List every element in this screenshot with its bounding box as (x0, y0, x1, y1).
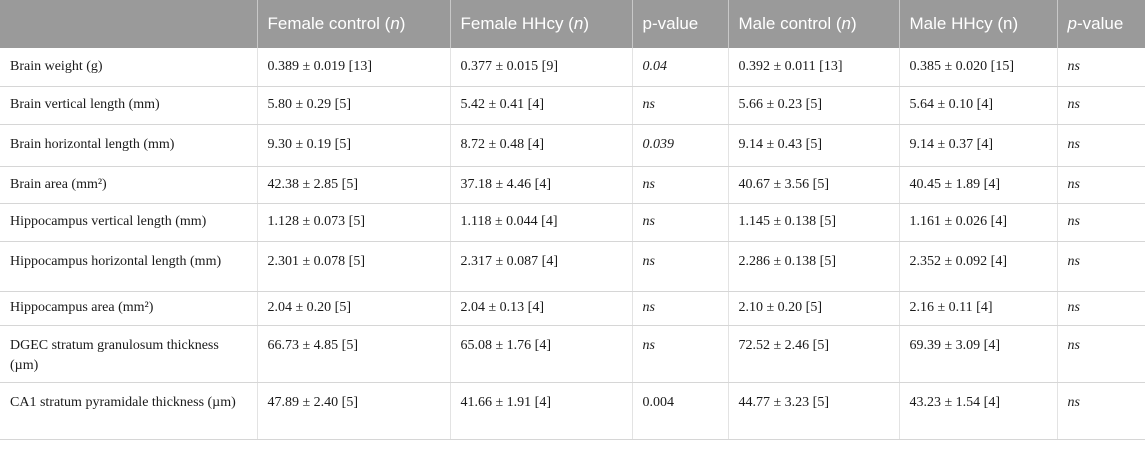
male-p-value: ns (1057, 291, 1145, 326)
row-label: Hippocampus vertical length (mm) (0, 203, 258, 242)
male-control-value: 40.67 ± 3.56 [5] (728, 166, 900, 204)
male-hhcy-value: 2.352 ± 0.092 [4] (899, 241, 1058, 292)
male-hhcy-value: 0.385 ± 0.020 [15] (899, 48, 1058, 87)
female-hhcy-value: 41.66 ± 1.91 [4] (450, 382, 633, 440)
data-table: Female control (n) Female HHcy (n) p-val… (0, 0, 1145, 440)
female-p-value: ns (632, 325, 729, 383)
table-body: Brain weight (g) 0.389 ± 0.019 [13] 0.37… (0, 48, 1145, 440)
female-control-value: 9.30 ± 0.19 [5] (257, 124, 451, 167)
male-p-value: ns (1057, 124, 1145, 167)
male-p-value: ns (1057, 166, 1145, 204)
row-label: Brain weight (g) (0, 48, 258, 87)
row-label: DGEC stratum granulosum thickness (µm) (0, 325, 258, 383)
female-hhcy-value: 1.118 ± 0.044 [4] (450, 203, 633, 242)
header-blank (0, 0, 258, 48)
header-row: Female control (n) Female HHcy (n) p-val… (0, 0, 1145, 48)
female-p-value: 0.039 (632, 124, 729, 167)
female-p-value: 0.04 (632, 48, 729, 87)
row-label: Hippocampus horizontal length (mm) (0, 241, 258, 292)
table-row: Hippocampus vertical length (mm) 1.128 ±… (0, 203, 1145, 242)
male-p-value: ns (1057, 203, 1145, 242)
female-p-value: ns (632, 241, 729, 292)
male-p-value: ns (1057, 86, 1145, 125)
header-male-hhcy: Male HHcy (n) (899, 0, 1058, 48)
male-control-value: 5.66 ± 0.23 [5] (728, 86, 900, 125)
male-control-value: 1.145 ± 0.138 [5] (728, 203, 900, 242)
header-female-hhcy: Female HHcy (n) (450, 0, 633, 48)
male-hhcy-value: 1.161 ± 0.026 [4] (899, 203, 1058, 242)
female-p-value: ns (632, 291, 729, 326)
female-hhcy-value: 5.42 ± 0.41 [4] (450, 86, 633, 125)
male-hhcy-value: 40.45 ± 1.89 [4] (899, 166, 1058, 204)
header-male-p-value: p-value (1057, 0, 1145, 48)
male-control-value: 2.286 ± 0.138 [5] (728, 241, 900, 292)
male-hhcy-value: 5.64 ± 0.10 [4] (899, 86, 1058, 125)
female-control-value: 1.128 ± 0.073 [5] (257, 203, 451, 242)
male-control-value: 72.52 ± 2.46 [5] (728, 325, 900, 383)
row-label: Brain area (mm²) (0, 166, 258, 204)
row-label: Brain horizontal length (mm) (0, 124, 258, 167)
header-female-control: Female control (n) (257, 0, 451, 48)
row-label: CA1 stratum pyramidale thickness (µm) (0, 382, 258, 440)
table-row: Hippocampus area (mm²) 2.04 ± 0.20 [5] 2… (0, 291, 1145, 326)
female-hhcy-value: 65.08 ± 1.76 [4] (450, 325, 633, 383)
table-row: DGEC stratum granulosum thickness (µm) 6… (0, 325, 1145, 383)
table-row: Brain horizontal length (mm) 9.30 ± 0.19… (0, 124, 1145, 167)
female-hhcy-value: 0.377 ± 0.015 [9] (450, 48, 633, 87)
female-control-value: 2.301 ± 0.078 [5] (257, 241, 451, 292)
female-p-value: 0.004 (632, 382, 729, 440)
male-hhcy-value: 69.39 ± 3.09 [4] (899, 325, 1058, 383)
female-p-value: ns (632, 86, 729, 125)
male-hhcy-value: 9.14 ± 0.37 [4] (899, 124, 1058, 167)
header-male-control: Male control (n) (728, 0, 900, 48)
table-row: CA1 stratum pyramidale thickness (µm) 47… (0, 382, 1145, 440)
male-hhcy-value: 43.23 ± 1.54 [4] (899, 382, 1058, 440)
female-control-value: 42.38 ± 2.85 [5] (257, 166, 451, 204)
male-control-value: 2.10 ± 0.20 [5] (728, 291, 900, 326)
female-hhcy-value: 2.04 ± 0.13 [4] (450, 291, 633, 326)
female-hhcy-value: 2.317 ± 0.087 [4] (450, 241, 633, 292)
table-row: Brain vertical length (mm) 5.80 ± 0.29 [… (0, 86, 1145, 125)
table-row: Brain area (mm²) 42.38 ± 2.85 [5] 37.18 … (0, 166, 1145, 204)
male-control-value: 0.392 ± 0.011 [13] (728, 48, 900, 87)
row-label: Hippocampus area (mm²) (0, 291, 258, 326)
female-p-value: ns (632, 166, 729, 204)
male-hhcy-value: 2.16 ± 0.11 [4] (899, 291, 1058, 326)
female-control-value: 0.389 ± 0.019 [13] (257, 48, 451, 87)
row-label: Brain vertical length (mm) (0, 86, 258, 125)
female-hhcy-value: 37.18 ± 4.46 [4] (450, 166, 633, 204)
male-p-value: ns (1057, 48, 1145, 87)
header-female-p-value: p-value (632, 0, 729, 48)
male-p-value: ns (1057, 325, 1145, 383)
female-control-value: 2.04 ± 0.20 [5] (257, 291, 451, 326)
table-row: Hippocampus horizontal length (mm) 2.301… (0, 241, 1145, 292)
male-control-value: 44.77 ± 3.23 [5] (728, 382, 900, 440)
female-control-value: 5.80 ± 0.29 [5] (257, 86, 451, 125)
female-control-value: 47.89 ± 2.40 [5] (257, 382, 451, 440)
table-header: Female control (n) Female HHcy (n) p-val… (0, 0, 1145, 48)
table-row: Brain weight (g) 0.389 ± 0.019 [13] 0.37… (0, 48, 1145, 87)
male-p-value: ns (1057, 382, 1145, 440)
male-control-value: 9.14 ± 0.43 [5] (728, 124, 900, 167)
female-hhcy-value: 8.72 ± 0.48 [4] (450, 124, 633, 167)
male-p-value: ns (1057, 241, 1145, 292)
female-control-value: 66.73 ± 4.85 [5] (257, 325, 451, 383)
female-p-value: ns (632, 203, 729, 242)
